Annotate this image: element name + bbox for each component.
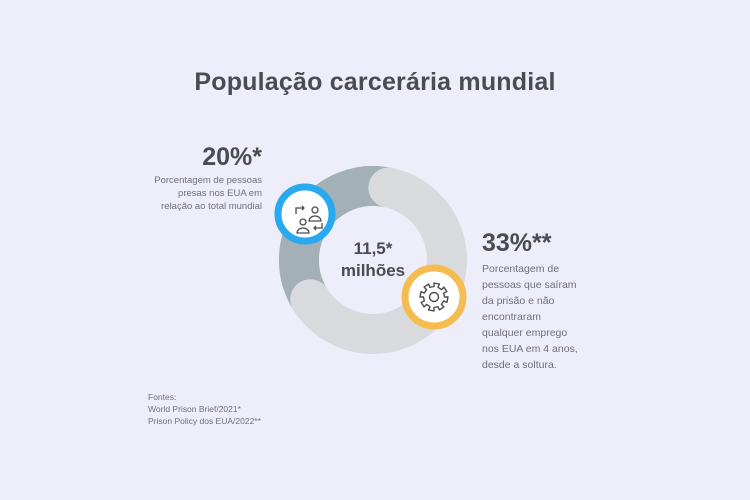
donut-center-label: 11,5* milhões [318,238,428,282]
stat-right-value: 33%** [482,229,552,257]
desc-line: encontraram [482,311,541,323]
desc-line: Porcentagem de [482,263,560,275]
desc-line: pessoas que saíram [482,279,577,291]
gear-icon [419,282,449,312]
center-value: 11,5* [353,239,393,258]
badge-blue [274,183,336,245]
desc-line: presas nos EUA em [178,188,262,199]
sources-heading: Fontes: [148,392,177,402]
desc-line: relação ao total mundial [161,201,262,212]
desc-line: Porcentagem de pessoas [154,175,262,186]
desc-line: da prisão e não [482,295,555,307]
stat-left-description: Porcentagem de pessoas presas nos EUA em… [138,174,262,213]
page-title: População carcerária mundial [194,68,556,96]
center-unit: milhões [340,261,406,280]
stat-right-description: Porcentagem de pessoas que saíram da pri… [482,261,602,373]
desc-line: nos EUA em 4 anos, [482,343,578,355]
desc-line: desde a soltura. [482,359,557,371]
gear-outline [419,282,449,312]
stat-left: 20%* Porcentagem de pessoas presas nos E… [138,143,262,213]
stat-left-value: 20%* [202,143,262,171]
desc-line: qualquer emprego [482,327,568,339]
stat-right: 33%** Porcentagem de pessoas que saíram … [482,229,602,373]
source-line: World Prison Brief/2021* [148,404,241,414]
people-exchange-icon [295,205,323,234]
sources: Fontes: World Prison Brief/2021* Prison … [148,391,261,427]
source-line: Prison Policy dos EUA/2022** [148,416,261,426]
gear-hub [428,291,440,303]
badge-yellow [401,264,467,330]
